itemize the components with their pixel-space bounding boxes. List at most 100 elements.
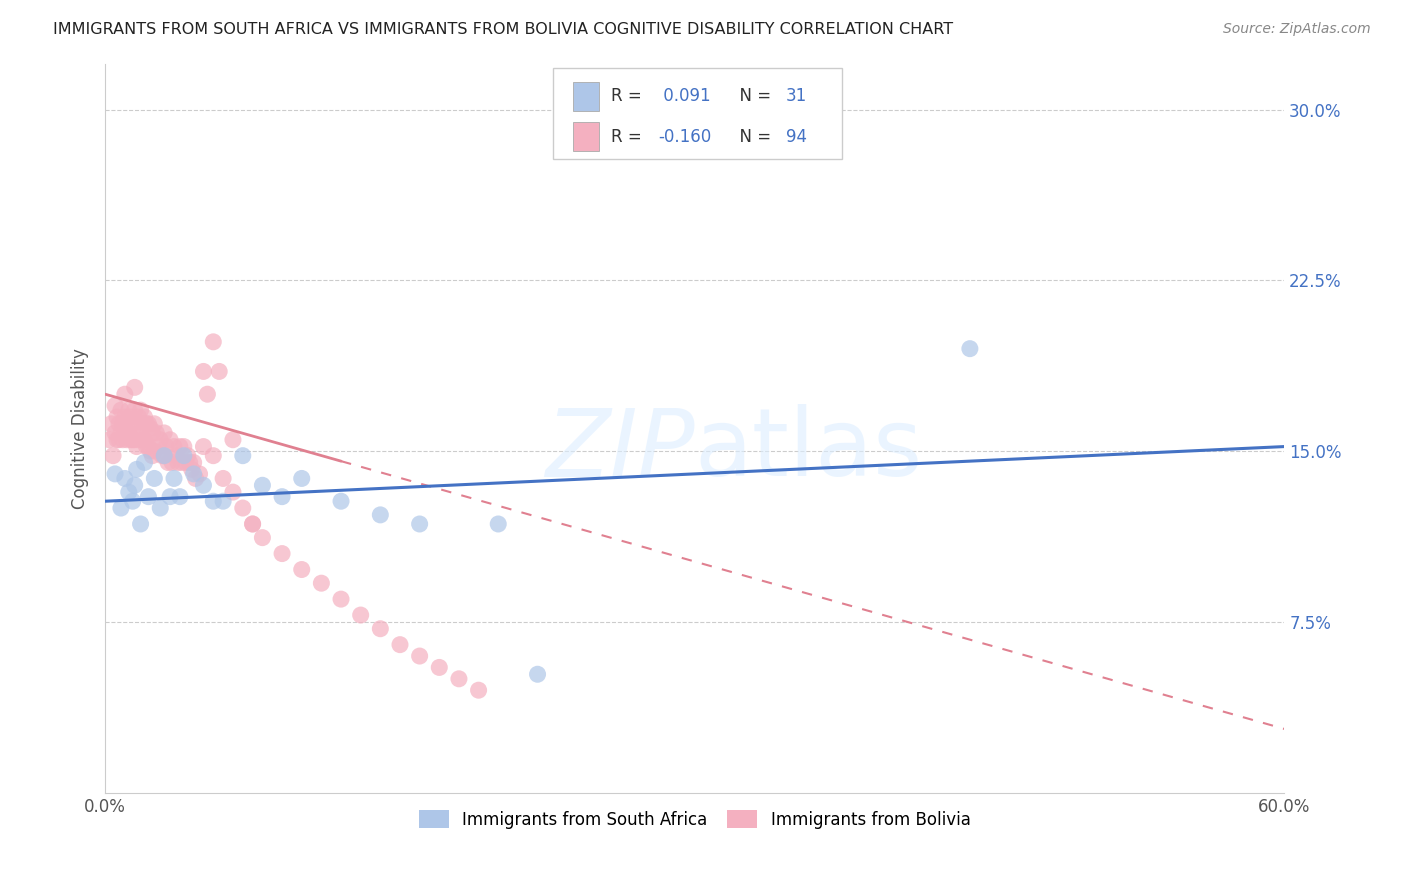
Point [222,485,245,500]
Point [183,456,205,470]
Point [153,425,176,440]
Point [184,471,207,485]
Text: 31: 31 [786,87,807,105]
Point [193,440,215,454]
Point [129,425,152,440]
Point [242,516,264,531]
Text: N =: N = [728,128,776,145]
Point [467,683,489,698]
Point [232,501,254,516]
Point [138,440,160,454]
Point [149,433,172,447]
Point [110,403,132,417]
Point [100,417,122,431]
Point [157,456,180,470]
Point [128,433,150,447]
Point [159,433,181,447]
Point [134,409,156,424]
Point [139,444,162,458]
Y-axis label: Cognitive Disability: Cognitive Disability [72,348,89,508]
Point [104,425,127,440]
Point [526,667,548,681]
Point [104,399,127,413]
Point [110,425,132,440]
Point [111,417,134,431]
Point [330,494,353,508]
Point [129,516,152,531]
Point [145,425,167,440]
Point [174,456,197,470]
Point [128,409,150,424]
Point [121,417,143,431]
Point [202,449,225,463]
Point [208,364,231,378]
Point [111,433,134,447]
Point [202,334,225,349]
Text: -0.160: -0.160 [658,128,711,145]
Point [447,672,470,686]
Point [212,494,235,508]
Point [163,440,186,454]
Point [252,478,274,492]
Point [143,471,166,485]
Point [125,417,148,431]
Point [115,417,138,431]
Text: ZIP: ZIP [546,405,695,496]
Point [330,592,353,607]
Point [311,576,333,591]
Point [98,433,121,447]
Point [148,440,170,454]
Point [232,449,254,463]
Point [114,387,136,401]
Point [118,485,141,500]
Point [291,562,314,576]
Point [121,494,143,508]
Point [388,638,411,652]
Point [408,648,430,663]
Point [179,456,201,470]
Point [141,425,163,440]
Point [408,516,430,531]
Point [118,425,141,440]
Point [120,433,142,447]
Point [169,490,191,504]
Point [193,478,215,492]
Point [125,462,148,476]
Point [131,417,153,431]
Point [134,433,156,447]
Point [108,433,131,447]
Text: IMMIGRANTS FROM SOUTH AFRICA VS IMMIGRANTS FROM BOLIVIA COGNITIVE DISABILITY COR: IMMIGRANTS FROM SOUTH AFRICA VS IMMIGRAN… [53,22,953,37]
Point [370,508,392,522]
Point [153,449,176,463]
Point [124,478,146,492]
Point [160,456,183,470]
Point [150,449,173,463]
Point [212,471,235,485]
Point [155,440,177,454]
Point [427,660,450,674]
Point [197,387,219,401]
Text: 94: 94 [786,128,807,145]
Point [105,409,128,424]
Point [138,417,160,431]
Point [271,490,294,504]
Point [959,342,981,356]
Text: 0.091: 0.091 [658,87,711,105]
Point [124,380,146,394]
Point [139,421,162,435]
Point [131,433,153,447]
Point [135,440,157,454]
Point [124,403,146,417]
Point [114,409,136,424]
Point [124,433,146,447]
Point [110,501,132,516]
Point [222,433,245,447]
Point [170,456,193,470]
Point [173,440,195,454]
FancyBboxPatch shape [574,82,599,112]
Point [125,440,148,454]
Point [120,409,142,424]
Point [143,444,166,458]
Point [163,471,186,485]
Point [114,471,136,485]
